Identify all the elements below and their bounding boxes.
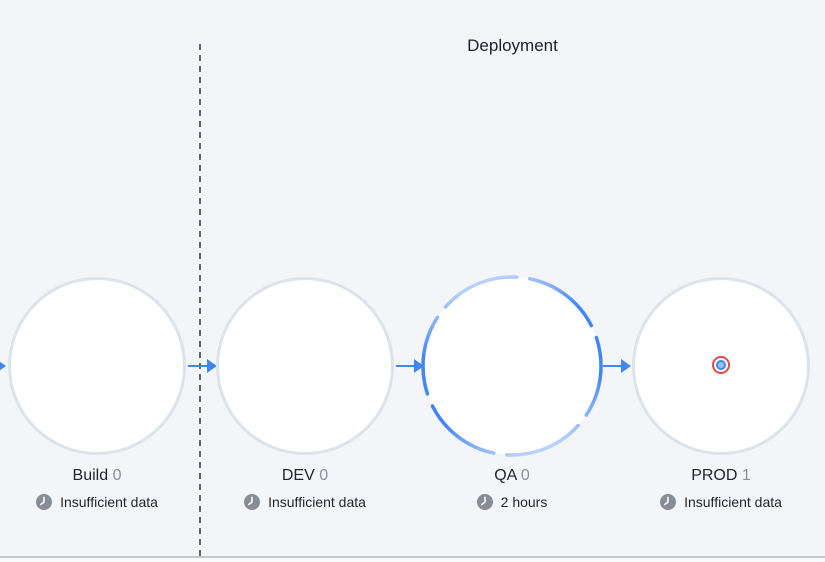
stage-count: 0 [520,467,530,484]
stage-meta-text: 2 hours [500,494,548,510]
stage-name: QA [494,467,517,484]
stage-prod-label: PROD 1 [611,467,825,485]
stage-build-meta: Insufficient data [36,494,158,510]
stage-build: Build 0 Insufficient data [0,277,207,515]
section-divider-dashed [199,44,201,556]
stage-build-circle[interactable] [8,277,186,455]
stage-qa-label: QA 0 [402,467,622,485]
stage-qa-meta: 2 hours [476,494,548,510]
arrow-build-dev-line [188,365,208,367]
stage-count: 1 [741,467,751,484]
stage-qa: QA 0 2 hours [402,274,622,515]
stage-meta-text: Insufficient data [60,494,158,510]
stage-build-label: Build 0 [0,467,207,485]
deployment-marker-icon[interactable] [712,356,730,374]
active-ring-icon [421,275,603,457]
stage-dev-meta: Insufficient data [244,494,366,510]
bottom-border [0,556,825,562]
stage-prod-meta: Insufficient data [660,494,782,510]
arrow-qa-prod-line [603,365,622,367]
arrow-dev-qa-icon [414,359,424,373]
arrow-build-dev-icon [207,359,217,373]
clock-icon [244,494,261,510]
clock-icon [36,494,53,510]
stage-dev: DEV 0 Insufficient data [195,277,415,515]
arrow-dev-qa-line [396,365,415,367]
stage-name: DEV [281,467,315,484]
stage-dev-label: DEV 0 [195,467,415,485]
arrow-into-build-icon [0,359,6,373]
stage-count: 0 [319,467,329,484]
stage-dev-circle[interactable] [216,277,394,455]
stage-name: Build [72,467,109,484]
stage-name: PROD [691,467,738,484]
clock-icon [476,494,493,510]
clock-icon [660,494,677,510]
stage-prod: PROD 1 Insufficient data [611,277,825,515]
stage-qa-circle[interactable] [420,274,604,458]
page-title: Deployment [467,36,558,55]
stage-count: 0 [112,467,122,484]
arrow-qa-prod-icon [621,359,631,373]
deployment-marker-dot [716,360,726,370]
stage-meta-text: Insufficient data [268,494,366,510]
stage-meta-text: Insufficient data [684,494,782,510]
